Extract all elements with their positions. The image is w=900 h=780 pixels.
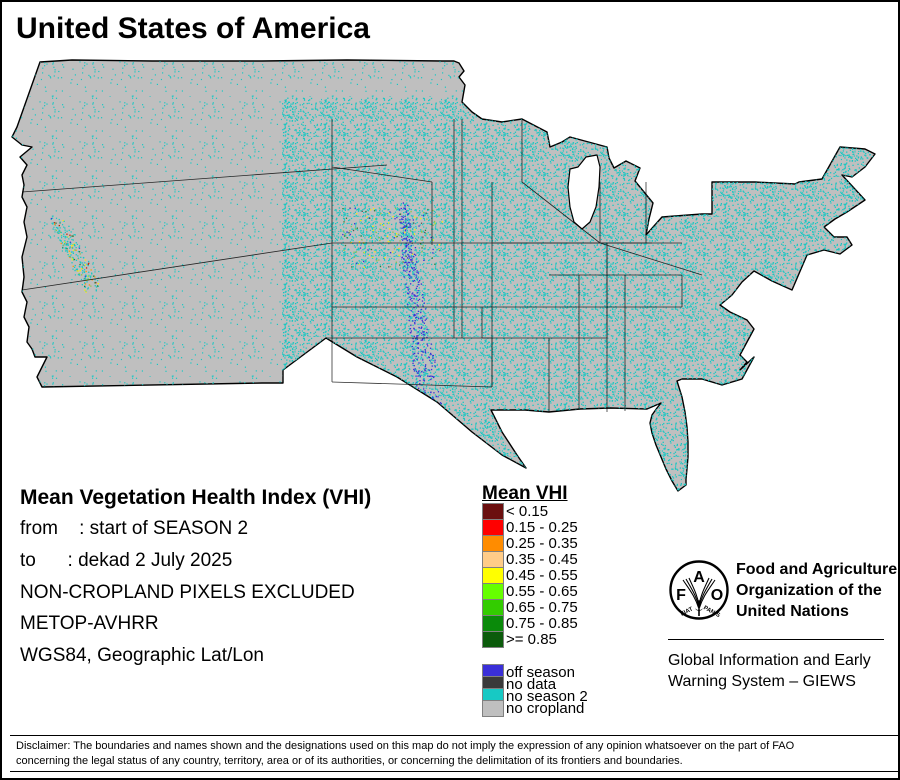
svg-text:F: F [676, 587, 686, 604]
svg-text:A: A [693, 569, 705, 586]
svg-text:O: O [711, 587, 723, 604]
